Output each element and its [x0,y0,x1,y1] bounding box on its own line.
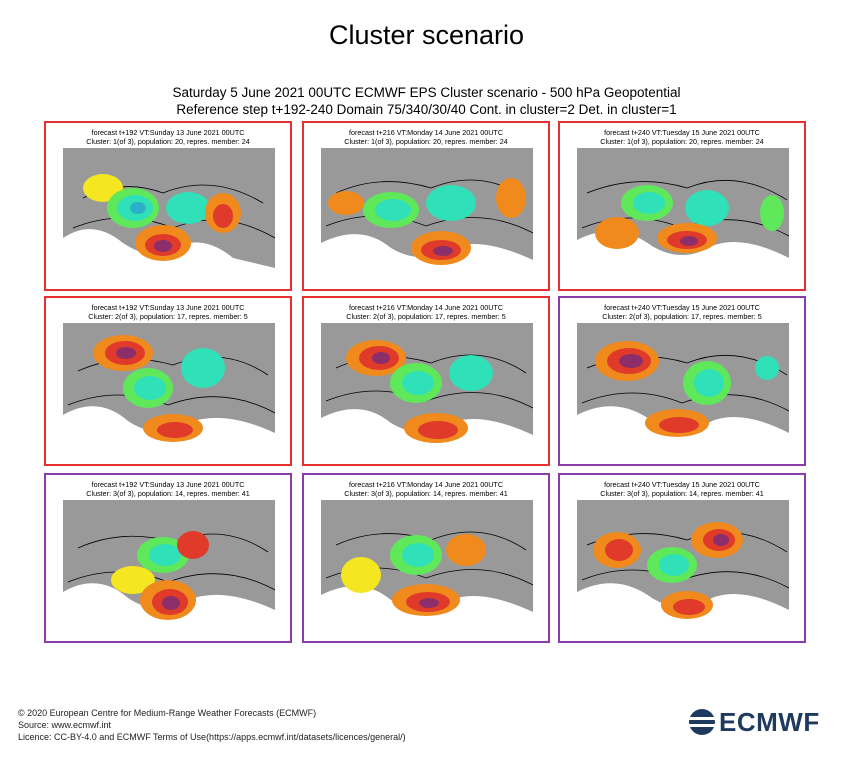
panel-cluster3-t240[interactable]: forecast t+240 VT:Tuesday 15 June 2021 0… [558,473,806,643]
subtitle-line-1: Saturday 5 June 2021 00UTC ECMWF EPS Clu… [172,85,681,100]
anomaly-map [63,148,275,283]
footer-copyright: © 2020 European Centre for Medium-Range … [18,708,317,718]
anomaly-map [63,500,275,635]
anomaly-map [321,500,533,635]
ecmwf-logo: ECMWF [687,707,837,737]
anomaly-map [321,323,533,458]
panel-cluster3-t216[interactable]: forecast t+216 VT:Monday 14 June 2021 00… [302,473,550,643]
panel-title: forecast t+192 VT:Sunday 13 June 2021 00… [86,128,250,146]
panel-title: forecast t+192 VT:Sunday 13 June 2021 00… [88,303,248,321]
panel-cluster1-t192[interactable]: forecast t+192 VT:Sunday 13 June 2021 00… [44,121,292,291]
panel-cluster1-t216[interactable]: forecast t+216 VT:Monday 14 June 2021 00… [302,121,550,291]
panel-title: forecast t+192 VT:Sunday 13 June 2021 00… [86,480,250,498]
panel-title: forecast t+216 VT:Monday 14 June 2021 00… [344,128,508,146]
panel-cluster2-t240[interactable]: forecast t+240 VT:Tuesday 15 June 2021 0… [558,296,806,466]
anomaly-map [63,323,275,458]
panel-cluster3-t192[interactable]: forecast t+192 VT:Sunday 13 June 2021 00… [44,473,292,643]
panel-title: forecast t+216 VT:Monday 14 June 2021 00… [346,303,506,321]
anomaly-map [577,323,789,458]
panel-cluster2-t192[interactable]: forecast t+192 VT:Sunday 13 June 2021 00… [44,296,292,466]
panel-title: forecast t+240 VT:Tuesday 15 June 2021 0… [600,128,764,146]
ecmwf-logo-icon [689,709,715,735]
panel-cluster1-t240[interactable]: forecast t+240 VT:Tuesday 15 June 2021 0… [558,121,806,291]
panel-cluster2-t216[interactable]: forecast t+216 VT:Monday 14 June 2021 00… [302,296,550,466]
panel-title: forecast t+240 VT:Tuesday 15 June 2021 0… [600,480,764,498]
footer-source: Source: www.ecmwf.int [18,720,112,730]
anomaly-map [577,500,789,635]
anomaly-map [577,148,789,283]
subtitle-line-2: Reference step t+192-240 Domain 75/340/3… [176,102,677,117]
logo-text: ECMWF [719,707,820,737]
anomaly-map [321,148,533,283]
footer-licence: Licence: CC-BY-4.0 and ECMWF Terms of Us… [18,732,406,742]
panel-title: forecast t+216 VT:Monday 14 June 2021 00… [344,480,508,498]
panel-title: forecast t+240 VT:Tuesday 15 June 2021 0… [602,303,762,321]
page-title: Cluster scenario [328,20,525,50]
